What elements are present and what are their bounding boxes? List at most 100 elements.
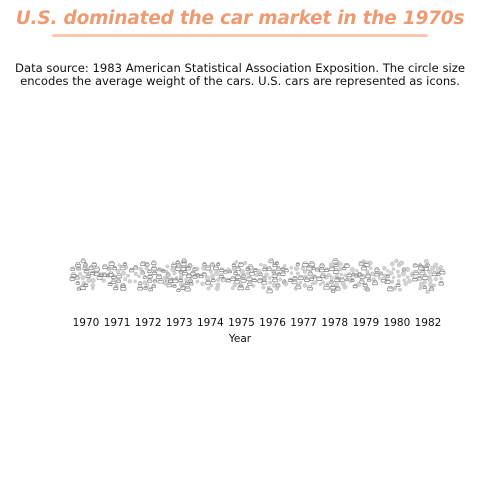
us-car-icon [156, 273, 163, 280]
us-car-icon [271, 269, 277, 274]
x-axis-ticks: 1970 1971 1972 1973 1974 1975 1976 1977 1978 1979… [73, 317, 442, 329]
other-car-dot [209, 269, 213, 274]
other-car-dot [201, 265, 206, 271]
us-car-icon [113, 285, 119, 291]
us-car-icon [133, 265, 139, 270]
other-car-dot [261, 285, 266, 290]
other-car-dot [439, 276, 443, 281]
us-car-icon [137, 281, 143, 286]
us-car-icon [329, 279, 334, 284]
us-car-icon [82, 265, 88, 271]
us-car-icon [85, 273, 91, 279]
us-car-icon [378, 271, 384, 276]
us-car-icon [291, 279, 298, 285]
other-car-dot [422, 280, 427, 285]
other-car-dot [394, 258, 399, 264]
us-car-icon [231, 263, 237, 268]
other-car-dot [172, 271, 177, 276]
other-car-dot [405, 266, 411, 272]
other-car-dot [390, 279, 395, 284]
title-underline [52, 34, 428, 37]
other-car-dot [367, 260, 373, 266]
other-car-dot [419, 282, 424, 287]
us-car-icon [251, 277, 257, 283]
other-car-dot [339, 272, 343, 277]
other-car-dot [127, 279, 132, 284]
other-car-dot [289, 266, 293, 270]
us-car-icon [328, 265, 335, 272]
us-car-icon [107, 266, 112, 271]
other-car-dot [216, 277, 221, 282]
us-car-icon [374, 267, 380, 272]
other-car-dot [392, 286, 398, 291]
other-car-dot [137, 274, 141, 278]
us-car-icon [352, 284, 358, 289]
other-car-dot [205, 275, 211, 281]
us-car-icon [307, 285, 313, 291]
us-car-icon [280, 271, 286, 276]
year-cluster [410, 259, 446, 294]
us-car-icon [147, 278, 153, 283]
other-car-dot [392, 275, 396, 280]
other-car-dot [234, 260, 239, 264]
us-car-icon [102, 264, 108, 270]
other-car-dot [382, 273, 387, 278]
other-car-dot [338, 267, 343, 272]
other-car-dot [395, 269, 400, 274]
other-car-dot [194, 266, 200, 272]
us-car-icon [359, 274, 366, 280]
us-car-icon [140, 261, 146, 267]
x-tick-label: 1979 [352, 317, 379, 329]
us-car-icon [312, 274, 317, 279]
other-car-dot [295, 271, 300, 276]
year-cluster [254, 258, 289, 294]
us-car-icon [422, 285, 427, 290]
other-car-dot [214, 270, 220, 276]
us-car-icon [287, 277, 293, 283]
other-car-dot [313, 280, 318, 285]
us-car-icon [384, 278, 391, 284]
us-car-icon [116, 278, 122, 283]
us-car-icon [172, 284, 177, 288]
us-car-icon [143, 285, 148, 290]
x-tick-label: 1978 [321, 317, 348, 329]
us-car-icon [190, 271, 196, 276]
other-car-dot [256, 268, 262, 274]
us-car-icon [297, 275, 304, 281]
us-car-icon [417, 263, 423, 268]
other-car-dot [298, 280, 303, 285]
us-car-icon [266, 266, 272, 272]
us-car-icon [166, 282, 173, 288]
us-car-icon [245, 286, 250, 291]
other-car-dot [163, 281, 168, 286]
us-car-icon [380, 277, 387, 283]
chart-subtitle: Data source: 1983 American Statistical A… [14, 62, 466, 88]
other-car-dot [239, 269, 245, 275]
other-car-dot [101, 278, 106, 283]
us-car-icon [216, 262, 221, 266]
us-car-icon [157, 278, 164, 284]
other-car-dot [294, 265, 300, 272]
us-car-icon [188, 281, 194, 286]
us-car-icon [262, 266, 268, 272]
us-car-icon [387, 285, 394, 292]
us-car-icon [257, 278, 263, 283]
x-tick-label: 1982 [415, 317, 442, 329]
other-car-dot [430, 265, 436, 271]
us-car-icon [332, 268, 340, 274]
other-car-dot [230, 286, 235, 290]
us-car-icon [171, 262, 177, 268]
us-car-icon [274, 261, 279, 265]
other-car-dot [254, 273, 259, 277]
other-car-dot [114, 283, 119, 288]
x-tick-label: 1974 [197, 317, 224, 329]
us-car-icon [266, 287, 273, 294]
us-car-icon [165, 272, 171, 277]
subtitle-line-2: encodes the average weight of the cars. … [20, 74, 460, 88]
us-car-icon [233, 271, 239, 276]
other-car-dot [262, 264, 267, 269]
us-car-icon [275, 266, 281, 271]
other-car-dot [423, 259, 429, 264]
other-car-dot [396, 279, 401, 283]
